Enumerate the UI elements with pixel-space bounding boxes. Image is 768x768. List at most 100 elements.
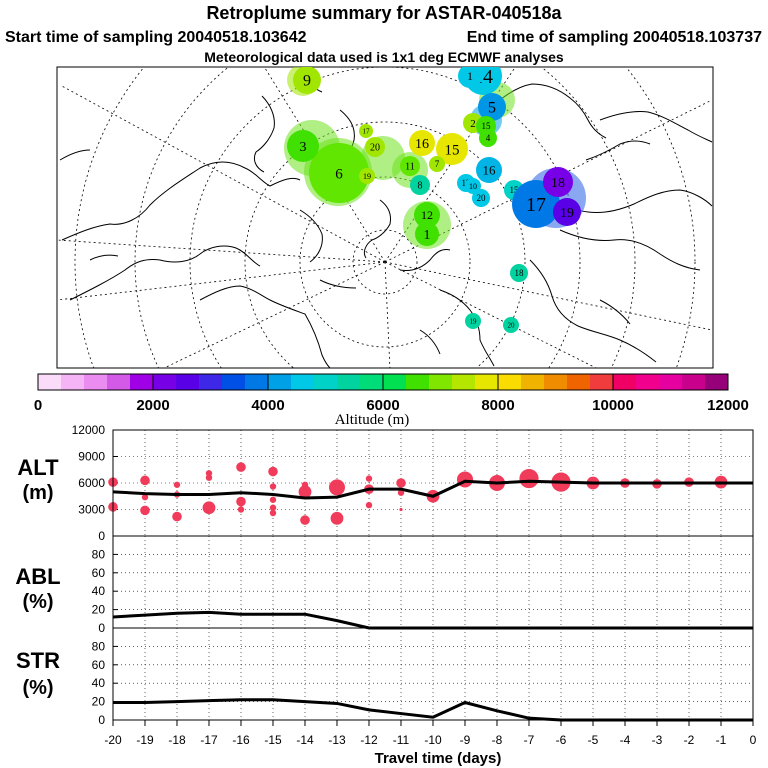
alt-points <box>108 462 728 525</box>
x-tick-label: -4 <box>620 733 631 747</box>
colorbar-cell <box>429 374 453 390</box>
alt-point <box>365 501 373 509</box>
x-tick-label: -9 <box>460 733 471 747</box>
y-tick-label: 0 <box>98 713 105 727</box>
cluster-label: 5 <box>488 100 496 117</box>
alt-point <box>519 468 539 489</box>
colorbar-label: Altitude (m) <box>335 412 410 428</box>
alt-point <box>205 470 213 477</box>
alt-point <box>269 509 277 517</box>
cluster-label: 19 <box>470 317 478 325</box>
coastlines <box>59 69 713 368</box>
cluster-label: 17 <box>363 127 371 135</box>
colorbar-cell <box>406 374 430 390</box>
colorbar-cell <box>613 374 637 390</box>
cluster-label: 6 <box>335 166 343 182</box>
colorbar-cell <box>130 374 154 390</box>
colorbar-cell <box>61 374 85 390</box>
alt-panel-label: ALT <box>17 455 59 480</box>
cluster-label: 16 <box>483 163 497 178</box>
cluster-label: 1 <box>424 228 431 243</box>
cluster-marker <box>365 137 385 157</box>
cluster-label: 15 <box>482 121 492 131</box>
alt-point <box>141 493 149 501</box>
colorbar-tick-label: 10000 <box>592 397 634 414</box>
y-tick-label: 80 <box>92 547 106 561</box>
y-tick-label: 9000 <box>78 450 105 464</box>
cluster-label: 8 <box>418 181 423 192</box>
cluster-label: 12 <box>421 208 433 222</box>
colorbar-cell <box>567 374 591 390</box>
cluster-marker <box>414 202 440 228</box>
colorbar-tick-label: 2000 <box>136 397 169 414</box>
colorbar-cell <box>337 374 361 390</box>
cluster-marker <box>479 129 497 147</box>
alt-point <box>330 511 344 525</box>
colorbar-cell <box>314 374 338 390</box>
x-tick-label: -11 <box>393 733 410 747</box>
colorbar-cell <box>682 374 706 390</box>
colorbar-cell <box>475 374 499 390</box>
alt-point <box>172 511 182 522</box>
alt-point <box>202 501 216 515</box>
map-panel: 9141521541616151720861911731310201211517… <box>56 66 714 369</box>
abl-panel-unit: (%) <box>22 591 53 613</box>
figure-title: Retroplume summary for ASTAR-040518a <box>206 3 562 23</box>
x-tick-label: -10 <box>424 733 442 747</box>
abl-yticks: 80 60 40 20 0 <box>92 547 118 635</box>
cluster-marker <box>359 168 375 184</box>
alt-point <box>397 489 405 496</box>
alt-point <box>236 496 246 507</box>
x-tick-label: -1 <box>716 733 727 747</box>
y-tick-label: 3000 <box>78 503 105 517</box>
x-axis-label: Travel time (days) <box>375 750 502 767</box>
y-tick-label: 20 <box>92 695 106 709</box>
x-tick-label: -12 <box>360 733 378 747</box>
panel-alt: ALT (m) 12000 9000 6000 3000 0 <box>17 423 754 543</box>
cluster-label: 19 <box>363 172 371 181</box>
cluster-label: 9 <box>303 73 311 90</box>
abl-panel-label: ABL <box>15 564 60 589</box>
colorbar-tick-label: 8000 <box>481 397 514 414</box>
alt-point <box>399 507 403 512</box>
cluster-label: 20 <box>477 193 487 203</box>
cluster-marker <box>503 317 519 333</box>
cluster-label: 15 <box>445 142 460 158</box>
colorbar-cells <box>38 374 729 390</box>
cluster-label: 11 <box>405 162 415 173</box>
x-tick-label: -7 <box>524 733 535 747</box>
cluster-marker <box>478 93 506 121</box>
cluster-label: 18 <box>551 176 565 191</box>
alt-point <box>140 475 150 486</box>
colorbar-cell <box>659 374 683 390</box>
x-tick-label: -13 <box>328 733 346 747</box>
colorbar-cell <box>268 374 292 390</box>
cluster-label: 20 <box>370 143 380 154</box>
alt-point <box>269 483 277 490</box>
y-tick-label: 60 <box>92 658 106 672</box>
colorbar-cell <box>544 374 568 390</box>
cluster-marker <box>410 175 430 195</box>
cluster-marker <box>476 157 502 183</box>
alt-point <box>329 479 345 496</box>
alt-point <box>300 515 310 525</box>
colorbar-tick-label: 4000 <box>251 397 284 414</box>
alt-point <box>173 481 181 488</box>
cluster-label: 3 <box>300 140 307 155</box>
colorbar-cell <box>38 374 62 390</box>
cluster-marker <box>510 264 528 282</box>
colorbar-cell <box>222 374 246 390</box>
x-tick-label: -16 <box>232 733 250 747</box>
alt-point <box>205 474 213 481</box>
cluster-label: 15 <box>510 185 520 195</box>
x-tick-label: 0 <box>750 733 757 747</box>
y-tick-label: 60 <box>92 566 106 580</box>
y-tick-label: 0 <box>98 529 105 543</box>
map-frame <box>56 66 714 369</box>
alt-point <box>269 496 277 503</box>
str-yticks: 80 60 40 20 0 <box>92 639 118 727</box>
colorbar-tick-label: 0 <box>34 397 42 414</box>
x-tick-label: -14 <box>296 733 314 747</box>
